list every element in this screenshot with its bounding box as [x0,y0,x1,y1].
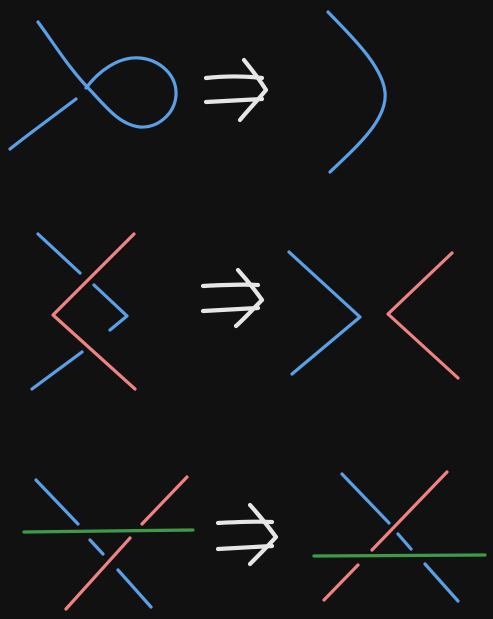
move-2-red-strand [51,232,137,391]
move-3-right-green-below [312,470,487,603]
move-3-red-segment-bottom [322,563,360,602]
move-3-left-green-above [22,475,195,611]
move-3-green-strand-below [312,553,487,558]
move-2-blue-segment-bottom [30,350,84,391]
move-1-strand-lower [8,97,78,151]
move-2-blue-separated [287,250,362,376]
move-2-left-overlapping-strands [30,232,137,391]
move-3-red-segment-bottom [64,536,132,611]
move-3-blue-segment-top [340,472,391,525]
arrow-line-top [215,519,275,526]
move-2-blue-segment-top [36,232,82,275]
move-1-implies-arrow [203,57,269,123]
move-3-red-segment-top [140,475,189,526]
move-3-blue-segment-top [34,478,80,526]
arrow-head [237,57,269,123]
move-1-strand-upper [36,20,178,129]
move-3-implies-arrow [215,502,279,567]
move-1-right-arc [326,10,387,174]
move-1-untwisted-strand [326,10,387,174]
move-2-blue-segment-right [92,283,129,332]
move-2-implies-arrow [200,267,265,329]
move-2-right-separated-strands [287,250,460,380]
move-3-blue-segment-bottom [116,568,153,609]
move-3-blue-segment-bottom [423,562,460,603]
move-3-red-segment-top [370,470,449,552]
move-3-blue-segment-middle [396,532,413,551]
arrow-head [233,267,265,329]
arrow-head [247,502,279,567]
move-2-red-separated [386,251,460,380]
arrow-line-top [200,282,261,289]
move-1-left-twisted-loop [8,20,178,151]
arrow-line-top [203,74,265,81]
move-3-green-strand-above [22,528,195,534]
move-3-blue-segment-middle [88,538,105,556]
